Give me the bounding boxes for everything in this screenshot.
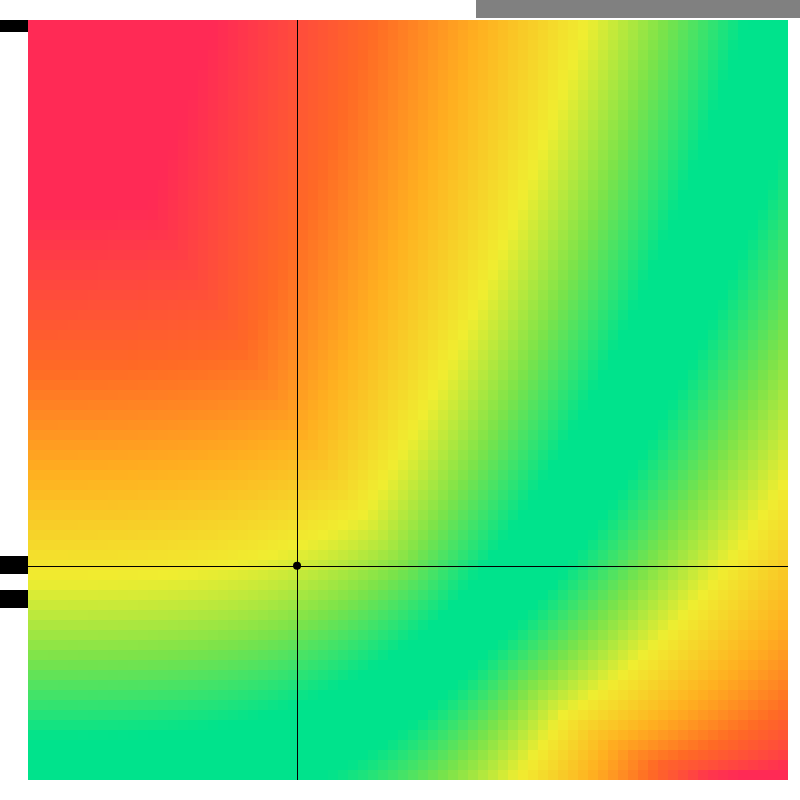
axes-overlay <box>28 20 788 780</box>
left-tick-2 <box>0 590 28 608</box>
left-tick-1 <box>0 556 28 574</box>
top-gray-bar <box>476 0 800 18</box>
chart-stage <box>0 0 800 800</box>
left-tick-0 <box>0 20 28 32</box>
